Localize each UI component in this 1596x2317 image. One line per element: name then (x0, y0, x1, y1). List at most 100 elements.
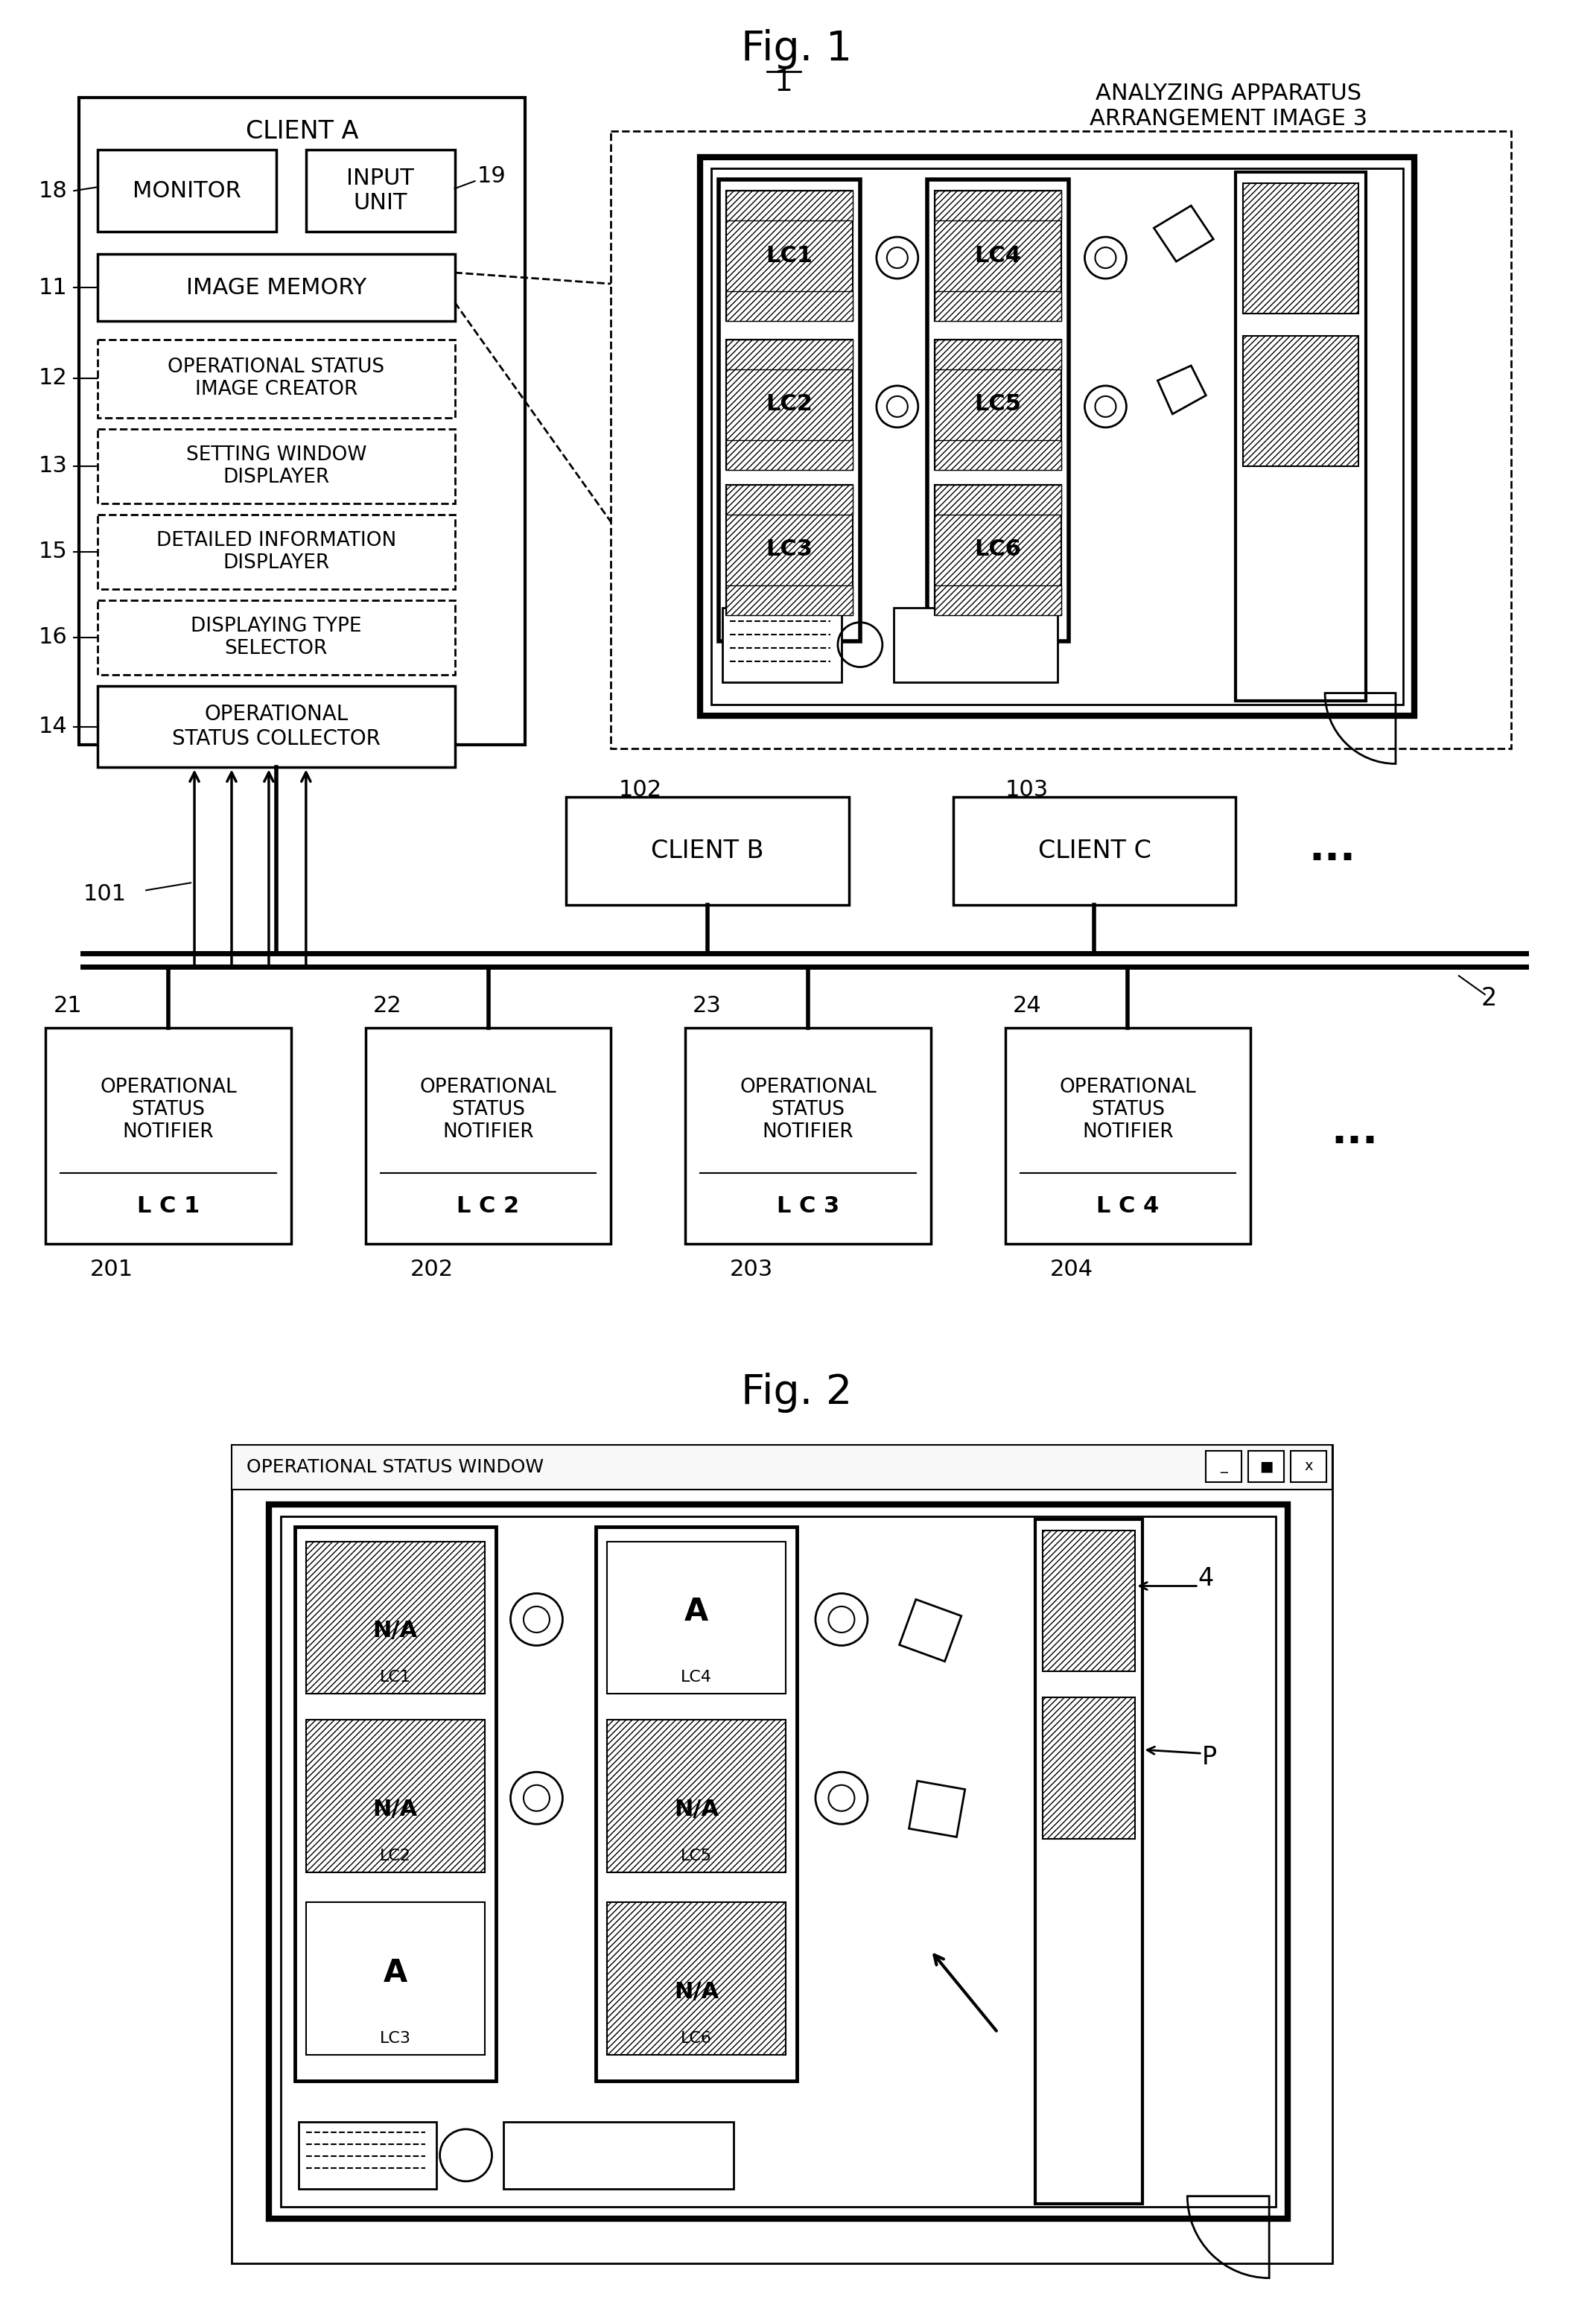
Bar (726, 292, 852, 322)
Text: LC5: LC5 (974, 394, 1021, 415)
Bar (268, 1504, 1288, 2217)
Text: L C 1: L C 1 (137, 1196, 200, 1216)
Text: SETTING WINDOW
DISPLAYER: SETTING WINDOW DISPLAYER (185, 445, 367, 487)
Text: 1: 1 (774, 70, 793, 97)
Text: OPERATIONAL
STATUS
NOTIFIER: OPERATIONAL STATUS NOTIFIER (420, 1077, 557, 1142)
Text: DETAILED INFORMATION
DISPLAYER: DETAILED INFORMATION DISPLAYER (156, 531, 396, 572)
Text: 14: 14 (38, 716, 67, 737)
Bar (97, 429, 455, 503)
Text: 22: 22 (373, 994, 402, 1017)
Text: CLIENT B: CLIENT B (651, 839, 764, 864)
Bar (298, 2122, 436, 2190)
Text: 101: 101 (83, 883, 126, 904)
Text: N/A: N/A (674, 1798, 718, 1821)
Bar (606, 1541, 785, 1694)
Bar (295, 1527, 496, 2081)
Text: OPERATIONAL
STATUS COLLECTOR: OPERATIONAL STATUS COLLECTOR (172, 704, 380, 748)
Text: x: x (1304, 1460, 1314, 1474)
Bar (281, 1515, 1275, 2206)
Text: N/A: N/A (674, 1981, 718, 2002)
Bar (1042, 1698, 1135, 1840)
Text: 18: 18 (38, 181, 67, 202)
Text: LC4: LC4 (681, 1671, 712, 1684)
Text: LC2: LC2 (380, 1849, 410, 1863)
Text: 102: 102 (618, 779, 662, 802)
Text: LC5: LC5 (681, 1849, 712, 1863)
Bar (97, 686, 455, 767)
Bar (1005, 1029, 1251, 1244)
Text: N/A: N/A (373, 1798, 418, 1821)
Bar (726, 190, 852, 322)
Text: 19: 19 (477, 165, 506, 188)
Bar (97, 151, 276, 232)
Text: INPUT
UNIT: INPUT UNIT (346, 167, 415, 213)
Text: OPERATIONAL
STATUS
NOTIFIER: OPERATIONAL STATUS NOTIFIER (739, 1077, 876, 1142)
Text: 12: 12 (38, 368, 67, 389)
Bar (231, 1443, 1333, 1490)
Bar (935, 440, 1061, 470)
Text: LC6: LC6 (681, 2032, 712, 2046)
Text: 11: 11 (38, 276, 67, 299)
Bar (900, 1599, 961, 1661)
Bar (306, 1902, 485, 2055)
Text: OPERATIONAL STATUS
IMAGE CREATOR: OPERATIONAL STATUS IMAGE CREATOR (168, 357, 385, 399)
Bar (935, 341, 1061, 368)
Bar (97, 255, 455, 322)
Bar (935, 341, 1061, 470)
Bar (311, 1747, 479, 1861)
Bar (726, 484, 852, 514)
Bar (80, 97, 525, 746)
Bar (1207, 1450, 1242, 1483)
Text: LC1: LC1 (380, 1671, 410, 1684)
Bar (231, 1443, 1333, 2264)
Text: DISPLAYING TYPE
SELECTOR: DISPLAYING TYPE SELECTOR (192, 616, 362, 658)
Text: A: A (383, 1958, 407, 1988)
Text: L C 4: L C 4 (1096, 1196, 1159, 1216)
Text: L C 3: L C 3 (777, 1196, 839, 1216)
Bar (306, 1541, 485, 1694)
Bar (311, 1566, 479, 1682)
Bar (726, 190, 852, 220)
Bar (1243, 183, 1358, 313)
Bar (365, 1029, 611, 1244)
Bar (701, 158, 1414, 716)
Text: ...: ... (1309, 829, 1357, 869)
Text: 13: 13 (38, 456, 67, 477)
Text: LC3: LC3 (380, 2032, 410, 2046)
Text: CLIENT C: CLIENT C (1037, 839, 1151, 864)
Bar (935, 190, 1061, 322)
Text: CLIENT A: CLIENT A (246, 118, 359, 144)
Text: 203: 203 (729, 1258, 774, 1281)
Bar (567, 797, 849, 906)
Bar (685, 1029, 930, 1244)
Bar (97, 600, 455, 674)
Text: LC1: LC1 (766, 246, 812, 266)
Text: _: _ (1219, 1460, 1227, 1474)
Text: IMAGE MEMORY: IMAGE MEMORY (187, 276, 367, 299)
Text: 23: 23 (693, 994, 721, 1017)
Text: OPERATIONAL
STATUS
NOTIFIER: OPERATIONAL STATUS NOTIFIER (101, 1077, 236, 1142)
Text: 4: 4 (1199, 1566, 1215, 1592)
Bar (1042, 1529, 1135, 1671)
Text: ■: ■ (1259, 1460, 1274, 1474)
Bar (726, 484, 852, 614)
Text: 24: 24 (1012, 994, 1042, 1017)
Text: Fig. 2: Fig. 2 (741, 1372, 852, 1413)
Bar (726, 484, 852, 614)
Text: OPERATIONAL STATUS WINDOW: OPERATIONAL STATUS WINDOW (246, 1457, 544, 1476)
Bar (723, 607, 841, 681)
Text: 2: 2 (1481, 985, 1497, 1010)
Bar (935, 484, 1061, 514)
Text: ...: ... (1331, 1112, 1379, 1152)
Bar (613, 1747, 780, 1861)
Bar (726, 586, 852, 614)
Bar (1248, 1450, 1285, 1483)
Bar (726, 341, 852, 470)
Bar (935, 341, 1061, 470)
Text: 15: 15 (38, 540, 67, 563)
Bar (97, 514, 455, 589)
Bar (726, 341, 852, 368)
Text: P: P (1202, 1745, 1218, 1770)
Text: Fig. 1: Fig. 1 (742, 30, 852, 70)
Bar (726, 440, 852, 470)
